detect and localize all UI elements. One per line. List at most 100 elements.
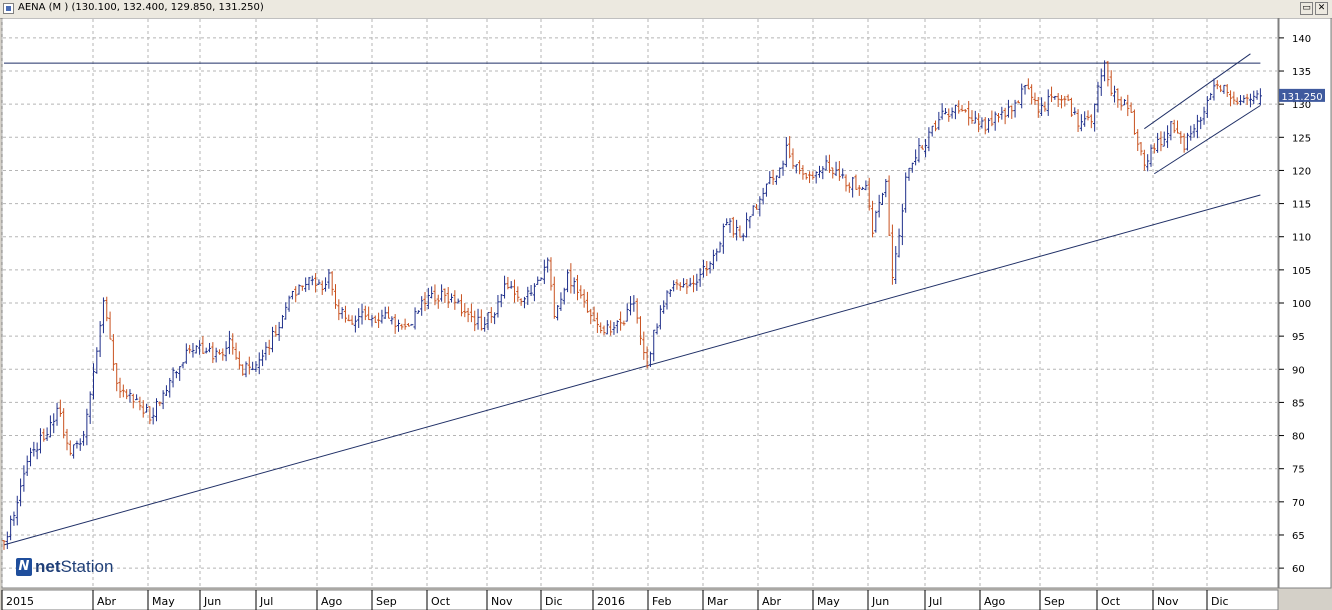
ohlc-bar (1205, 96, 1209, 118)
ohlc-bar (963, 109, 967, 113)
ohlc-bar (914, 149, 918, 166)
ohlc-bar (1136, 129, 1140, 152)
ohlc-bar (323, 277, 328, 292)
ohlc-bar (1235, 97, 1239, 106)
ohlc-bar (851, 176, 855, 198)
ohlc-bar (489, 307, 493, 324)
ohlc-bar (340, 307, 344, 319)
ohlc-bar (526, 286, 530, 305)
ohlc-bar (635, 298, 639, 324)
ohlc-bar (559, 292, 563, 311)
ohlc-bar (18, 478, 23, 507)
time-tick-label: Sep (376, 595, 397, 608)
ohlc-bar (1006, 99, 1011, 118)
ohlc-bar (943, 107, 948, 115)
ohlc-bars (2, 60, 1262, 550)
ohlc-bar (22, 465, 26, 492)
time-tick-labels: 2015 Abr May Jun Jul Ago Sep Oct Nov Dic 2016 Feb Ma… (1, 590, 1229, 610)
time-tick-label: Jul (928, 595, 942, 608)
ohlc-bar (592, 306, 596, 322)
ohlc-bar (711, 249, 716, 270)
ohlc-bar (151, 407, 155, 425)
ohlc-bar (980, 117, 984, 129)
price-tick-label: 60 (1292, 564, 1305, 575)
ohlc-bar (1066, 94, 1070, 102)
price-tick-label: 115 (1292, 200, 1311, 211)
ohlc-bar (1169, 121, 1173, 141)
ohlc-bar (406, 323, 411, 327)
price-tick-label: 65 (1292, 531, 1305, 542)
ohlc-bar (9, 515, 13, 541)
trendline-channel-lower (1154, 105, 1261, 175)
last-price-label: 131.250 (1281, 92, 1322, 103)
ohlc-bar (65, 428, 69, 451)
ohlc-bar (1003, 107, 1007, 125)
ohlc-bar (778, 167, 782, 179)
ohlc-bar (542, 259, 546, 285)
close-button[interactable]: ✕ (1315, 2, 1328, 15)
ohlc-bar (231, 333, 235, 355)
ohlc-bar (721, 223, 725, 254)
ohlc-bar (705, 261, 709, 276)
ohlc-bar (768, 171, 772, 185)
ohlc-bar (188, 344, 192, 354)
ohlc-bar (1073, 107, 1077, 115)
ohlc-bar (128, 389, 132, 403)
price-tick-label: 95 (1292, 332, 1305, 343)
ohlc-bar (376, 312, 381, 329)
price-tick-label: 130 (1292, 100, 1311, 111)
ohlc-bar (121, 384, 125, 398)
ohlc-bar (244, 361, 248, 378)
ohlc-bar (367, 306, 371, 321)
ohlc-bar (15, 495, 19, 526)
ohlc-bar (1212, 78, 1216, 101)
price-tick-label: 110 (1292, 233, 1311, 244)
ohlc-bar (144, 403, 149, 413)
ohlc-bar (1122, 99, 1127, 106)
restore-button[interactable]: ▭ (1300, 2, 1313, 15)
ohlc-bar (1010, 105, 1014, 119)
price-tick-label: 105 (1292, 266, 1311, 277)
time-tick-label: Abr (97, 595, 117, 608)
ohlc-bar (897, 228, 901, 258)
ohlc-bar (967, 100, 971, 126)
ohlc-bar (751, 205, 755, 216)
ohlc-bar (920, 144, 924, 150)
ohlc-bar (234, 342, 238, 360)
ohlc-bar (1129, 102, 1133, 113)
ohlc-bar (860, 186, 865, 190)
time-tick-label: Ago (321, 595, 343, 608)
ohlc-bar (1222, 84, 1226, 94)
price-tick-label: 125 (1292, 133, 1311, 144)
ohlc-bar (393, 314, 397, 334)
ohlc-bar (469, 303, 474, 323)
ohlc-bar (900, 203, 904, 246)
trendline-support (3, 194, 1261, 546)
ohlc-bar (197, 340, 202, 355)
ohlc-bar (990, 110, 994, 127)
window-title: AENA (M ) (130.100, 132.400, 129.850, 13… (18, 2, 264, 13)
ohlc-bar (1142, 149, 1146, 171)
ohlc-bar (834, 161, 838, 177)
ohlc-bar (297, 284, 301, 295)
time-tick-label: 2016 (597, 595, 625, 608)
ohlc-bar (1139, 142, 1143, 156)
ohlc-bar (254, 361, 258, 373)
ohlc-bar (260, 349, 265, 367)
ohlc-bar (178, 366, 182, 381)
ohlc-bar (45, 427, 49, 441)
ohlc-bar (257, 352, 261, 375)
ohlc-bar (857, 185, 861, 196)
ohlc-bar (88, 391, 92, 424)
ohlc-bar (741, 233, 745, 242)
ohlc-bar (731, 216, 735, 238)
ohlc-bar (1172, 119, 1176, 134)
ohlc-bar (718, 241, 722, 253)
last-price-box (1279, 88, 1325, 102)
ohlc-bar (290, 290, 295, 300)
ohlc-bar (579, 285, 583, 299)
ohlc-bar (1036, 96, 1040, 118)
ohlc-bar (910, 162, 914, 173)
ohlc-bar (373, 315, 377, 323)
ohlc-bar (854, 174, 858, 190)
